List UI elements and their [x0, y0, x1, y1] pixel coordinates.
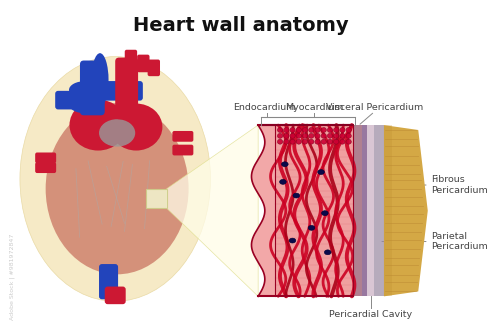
Polygon shape	[252, 125, 276, 296]
Ellipse shape	[70, 100, 126, 151]
Ellipse shape	[321, 139, 326, 144]
Text: Parietal
Pericardium: Parietal Pericardium	[382, 232, 488, 251]
Ellipse shape	[328, 139, 332, 144]
Bar	[276, 125, 353, 296]
Ellipse shape	[280, 179, 286, 184]
FancyBboxPatch shape	[35, 153, 56, 163]
Ellipse shape	[321, 128, 326, 133]
Ellipse shape	[334, 128, 339, 133]
Ellipse shape	[334, 133, 339, 138]
Ellipse shape	[346, 139, 352, 144]
Text: Fibrous
Pericardium: Fibrous Pericardium	[408, 175, 488, 195]
Text: Myocardium: Myocardium	[285, 104, 344, 112]
Ellipse shape	[284, 133, 289, 138]
Bar	[384, 125, 392, 296]
FancyBboxPatch shape	[172, 131, 194, 142]
Ellipse shape	[290, 139, 295, 144]
Ellipse shape	[278, 139, 282, 144]
Text: Endocardium: Endocardium	[234, 104, 296, 112]
Ellipse shape	[308, 133, 314, 138]
Ellipse shape	[308, 225, 315, 230]
FancyBboxPatch shape	[115, 57, 138, 119]
Ellipse shape	[340, 128, 345, 133]
FancyBboxPatch shape	[104, 287, 126, 304]
Ellipse shape	[302, 139, 308, 144]
Bar	[367, 125, 374, 296]
Ellipse shape	[322, 211, 328, 216]
FancyBboxPatch shape	[35, 162, 56, 173]
Text: Pericardial Cavity: Pericardial Cavity	[329, 310, 412, 319]
Ellipse shape	[289, 238, 296, 243]
FancyBboxPatch shape	[97, 81, 143, 101]
Text: Adobe Stock | #981972847: Adobe Stock | #981972847	[10, 233, 15, 320]
Ellipse shape	[324, 250, 331, 255]
FancyBboxPatch shape	[148, 59, 160, 76]
Bar	[146, 189, 167, 208]
Ellipse shape	[278, 128, 282, 133]
Text: Visceral Pericardium: Visceral Pericardium	[326, 104, 423, 112]
Polygon shape	[384, 125, 428, 296]
FancyBboxPatch shape	[80, 60, 104, 115]
Ellipse shape	[315, 133, 320, 138]
Ellipse shape	[308, 139, 314, 144]
Ellipse shape	[340, 133, 345, 138]
Ellipse shape	[282, 162, 288, 167]
Ellipse shape	[328, 128, 332, 133]
FancyBboxPatch shape	[137, 55, 149, 72]
Ellipse shape	[284, 128, 289, 133]
FancyBboxPatch shape	[124, 50, 137, 69]
Text: Heart wall anatomy: Heart wall anatomy	[133, 16, 349, 35]
Ellipse shape	[308, 128, 314, 133]
Ellipse shape	[284, 139, 289, 144]
Ellipse shape	[346, 133, 352, 138]
Ellipse shape	[315, 128, 320, 133]
Ellipse shape	[296, 139, 302, 144]
Ellipse shape	[290, 133, 295, 138]
Bar	[354, 125, 367, 296]
Ellipse shape	[296, 133, 302, 138]
Polygon shape	[166, 125, 258, 296]
Ellipse shape	[293, 193, 300, 198]
Ellipse shape	[69, 96, 102, 113]
Ellipse shape	[110, 104, 162, 151]
FancyBboxPatch shape	[99, 264, 118, 299]
FancyBboxPatch shape	[55, 91, 90, 110]
FancyBboxPatch shape	[172, 145, 194, 155]
Ellipse shape	[346, 128, 352, 133]
Ellipse shape	[99, 119, 135, 147]
Ellipse shape	[20, 56, 210, 301]
Ellipse shape	[318, 170, 324, 174]
Ellipse shape	[46, 103, 189, 274]
Ellipse shape	[340, 139, 345, 144]
Ellipse shape	[334, 139, 339, 144]
Ellipse shape	[302, 133, 308, 138]
Ellipse shape	[278, 133, 282, 138]
Ellipse shape	[92, 53, 108, 107]
Ellipse shape	[321, 133, 326, 138]
Ellipse shape	[69, 81, 102, 99]
Ellipse shape	[302, 128, 308, 133]
Bar	[374, 125, 384, 296]
Ellipse shape	[296, 128, 302, 133]
Ellipse shape	[315, 139, 320, 144]
Ellipse shape	[290, 128, 295, 133]
Ellipse shape	[328, 133, 332, 138]
Bar	[362, 125, 367, 296]
